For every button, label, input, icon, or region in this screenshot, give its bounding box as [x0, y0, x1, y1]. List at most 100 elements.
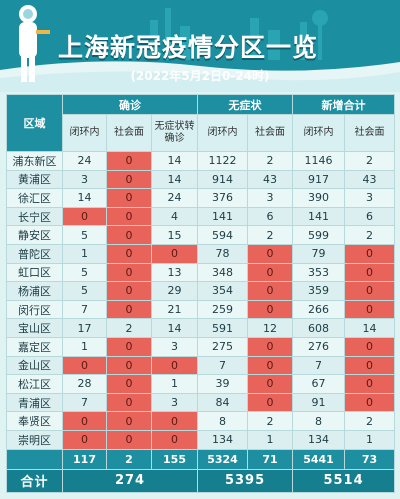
case-count-cell: 2	[247, 411, 294, 431]
case-count-cell: 0	[344, 336, 396, 357]
district-name: 普陀区	[6, 243, 63, 264]
case-count-cell: 29	[150, 281, 199, 301]
subtotal-value: 155	[150, 448, 199, 470]
case-count-cell: 43	[247, 169, 294, 190]
table-row: 杨浦区 5 0 29 354 0 359 0	[6, 281, 396, 301]
case-count-cell: 0	[247, 374, 294, 394]
case-count-cell: 1122	[197, 151, 249, 171]
table-row: 崇明区 0 0 0 134 1 134 1	[6, 429, 396, 450]
case-count-cell: 2	[344, 411, 396, 431]
case-count-cell: 39	[197, 374, 249, 394]
header-row-groups: 区域 确诊 无症状 新增合计	[6, 94, 396, 152]
case-count-cell: 0	[344, 392, 396, 413]
group-header-asymptomatic: 无症状	[197, 94, 294, 115]
table-row: 嘉定区 1 0 3 275 0 276 0	[6, 336, 396, 357]
case-count-cell: 3	[150, 392, 199, 413]
case-count-cell: 78	[197, 243, 249, 264]
case-count-cell: 0	[106, 169, 152, 190]
case-count-cell: 4	[150, 206, 199, 227]
case-count-cell: 17	[62, 318, 107, 338]
case-count-cell: 8	[292, 411, 346, 431]
table-row: 黄浦区 3 0 14 914 43 917 43	[6, 169, 396, 190]
case-count-cell: 917	[292, 169, 346, 190]
case-count-cell: 84	[197, 392, 249, 413]
case-count-cell: 0	[344, 355, 396, 376]
grand-total-row: 合计 274 5395 5514	[6, 468, 396, 493]
case-count-cell: 8	[197, 411, 249, 431]
case-count-cell: 0	[344, 374, 396, 394]
case-count-cell: 141	[197, 206, 249, 227]
case-count-cell: 14	[62, 188, 107, 208]
case-count-cell: 7	[62, 392, 107, 413]
table-row: 徐汇区 14 0 24 376 3 390 3	[6, 188, 396, 208]
case-count-cell: 14	[344, 318, 396, 338]
table-row: 青浦区 7 0 3 84 0 91 0	[6, 392, 396, 413]
subtotal-value: 5324	[197, 448, 249, 470]
case-count-cell: 2	[247, 151, 294, 171]
subcol-asymptomatic-community: 社会面	[247, 114, 294, 152]
district-name: 徐汇区	[6, 188, 63, 208]
case-count-cell: 0	[106, 392, 152, 413]
case-count-cell: 7	[62, 299, 107, 320]
table-row: 普陀区 1 0 0 78 0 79 0	[6, 243, 396, 264]
page-subtitle: (2022年5月2日0-24时)	[130, 69, 270, 83]
case-count-cell: 3	[150, 336, 199, 357]
district-name: 静安区	[6, 225, 63, 245]
case-count-cell: 0	[106, 355, 152, 376]
case-count-cell: 91	[292, 392, 346, 413]
case-count-cell: 21	[150, 299, 199, 320]
city-skyline-illustration	[0, 0, 400, 92]
case-count-cell: 0	[150, 411, 199, 431]
case-count-cell: 0	[106, 411, 152, 431]
case-count-cell: 275	[197, 336, 249, 357]
case-count-cell: 0	[247, 262, 294, 283]
health-worker-illustration	[19, 5, 50, 82]
subcol-asymptomatic-closed: 闭环内	[197, 114, 249, 152]
case-count-cell: 2	[247, 225, 294, 245]
case-count-cell: 0	[62, 429, 107, 450]
case-count-cell: 13	[150, 262, 199, 283]
case-count-cell: 348	[197, 262, 249, 283]
case-count-cell: 141	[292, 206, 346, 227]
subcol-total-community: 社会面	[344, 114, 396, 152]
table-row: 闵行区 7 0 21 259 0 266 0	[6, 299, 396, 320]
case-count-cell: 134	[292, 429, 346, 450]
case-count-cell: 43	[344, 169, 396, 190]
case-count-cell: 0	[150, 243, 199, 264]
case-count-cell: 0	[106, 243, 152, 264]
case-count-cell: 0	[344, 262, 396, 283]
case-count-cell: 3	[344, 188, 396, 208]
case-count-cell: 0	[106, 281, 152, 301]
case-count-cell: 7	[292, 355, 346, 376]
case-count-cell: 6	[247, 206, 294, 227]
district-name: 长宁区	[6, 206, 63, 227]
case-count-cell: 0	[247, 281, 294, 301]
case-count-cell: 0	[344, 281, 396, 301]
case-count-cell: 376	[197, 188, 249, 208]
case-count-cell: 0	[62, 206, 107, 227]
case-count-cell: 5	[62, 281, 107, 301]
district-name: 嘉定区	[6, 336, 63, 357]
district-name: 闵行区	[6, 299, 63, 320]
case-count-cell: 0	[62, 355, 107, 376]
case-count-cell: 0	[106, 374, 152, 394]
case-count-cell: 2	[344, 225, 396, 245]
case-count-cell: 6	[344, 206, 396, 227]
group-header-total: 新增合计	[292, 94, 396, 115]
case-count-cell: 134	[197, 429, 249, 450]
district-name: 崇明区	[6, 429, 63, 450]
subcol-confirmed-converted: 无症状转确诊	[150, 114, 199, 152]
case-count-cell: 259	[197, 299, 249, 320]
case-count-cell: 594	[197, 225, 249, 245]
case-count-cell: 0	[247, 243, 294, 264]
case-count-cell: 0	[247, 299, 294, 320]
case-count-cell: 266	[292, 299, 346, 320]
case-count-cell: 0	[247, 392, 294, 413]
subtotal-label-cell	[6, 448, 63, 470]
case-count-cell: 2	[106, 318, 152, 338]
district-rows: 浦东新区 24 0 14 1122 2 1146 2 黄浦区 3 0 14 914 43 917 43 徐汇区 1…	[6, 151, 396, 450]
table-row: 金山区 0 0 0 7 0 7 0	[6, 355, 396, 376]
subtotal-row: 117 2 155 5324 71 5441 73	[6, 448, 396, 470]
table-row: 静安区 5 0 15 594 2 599 2	[6, 225, 396, 245]
